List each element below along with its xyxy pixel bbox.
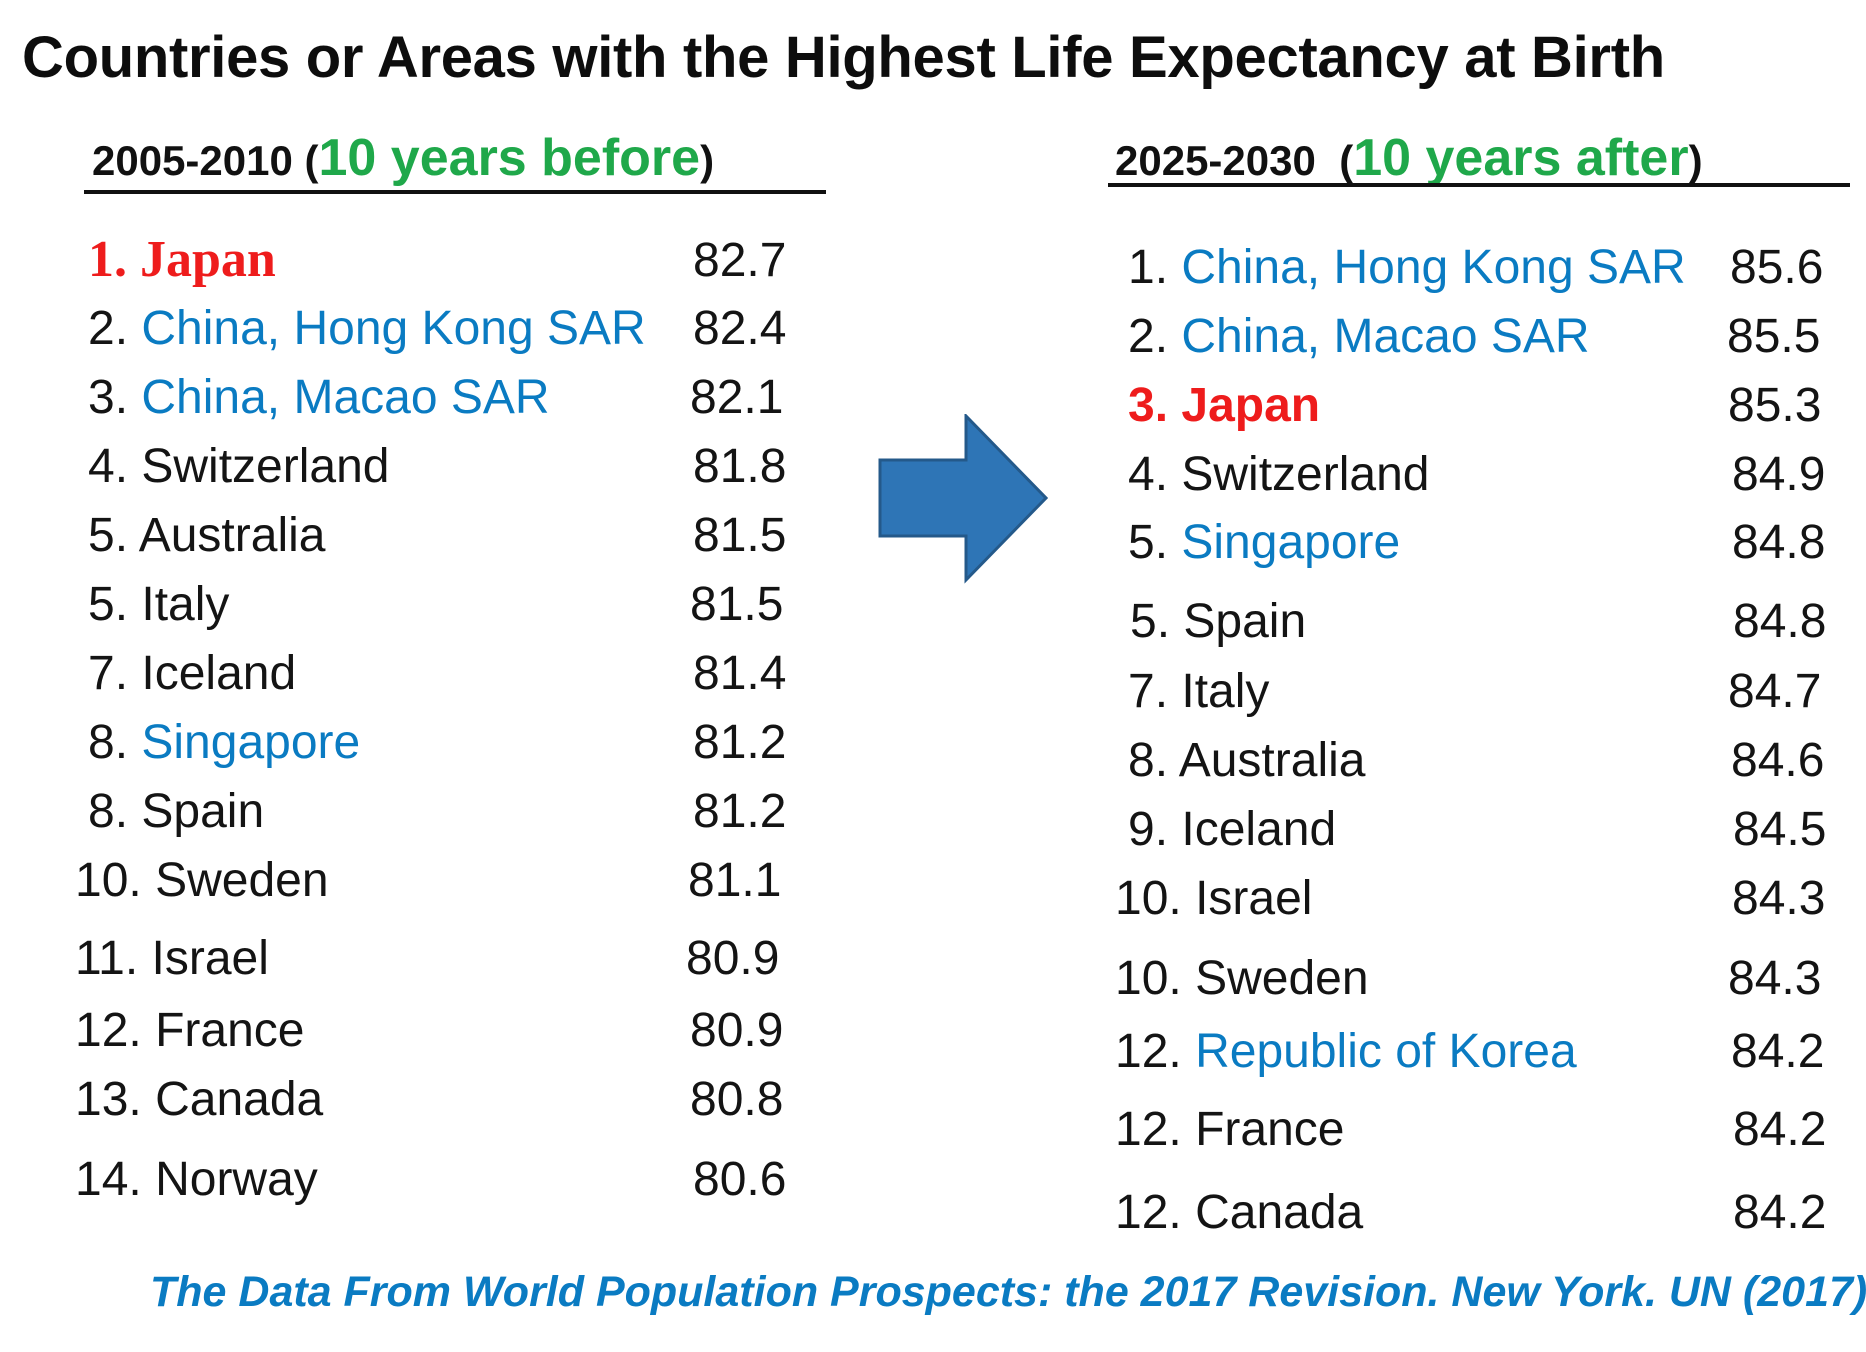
left-header-rule [84,190,826,194]
left-value-2: 82.4 [693,302,787,355]
right-row-14: 12. Canada [1115,1186,1364,1239]
right-arrow-icon [878,414,1048,584]
right-value-13: 84.2 [1733,1103,1827,1156]
right-row-7: 7. Italy [1128,665,1270,718]
right-row-6: 5. Spain [1130,595,1307,648]
right-value-9: 84.5 [1733,803,1827,856]
left-value-8: 81.2 [693,716,787,769]
left-value-11: 80.9 [686,932,780,985]
left-note: 10 years before [318,129,701,187]
left-row-1: 1. Japan [88,231,276,288]
page-title: Countries or Areas with the Highest Life… [22,25,1665,90]
right-row-2: 2. China, Macao SAR [1128,310,1590,363]
left-value-7: 81.4 [693,647,787,700]
right-value-6: 84.8 [1733,595,1827,648]
left-row-11: 11. Israel [75,932,269,985]
right-row-5: 5. Singapore [1128,516,1401,569]
right-value-14: 84.2 [1733,1186,1827,1239]
right-period-header: 2025-2030 (10 years after) [1115,128,1703,188]
right-value-8: 84.6 [1731,734,1825,787]
right-period: 2025-2030 [1115,137,1316,184]
left-value-12: 80.9 [690,1004,784,1057]
right-row-3: 3. Japan [1128,379,1321,432]
right-row-13: 12. France [1115,1103,1345,1156]
right-close: ) [1688,137,1703,184]
right-row-10: 10. Israel [1115,872,1313,925]
left-row-5: 5. Australia [88,509,326,562]
right-row-12: 12. Republic of Korea [1115,1025,1577,1078]
left-value-13: 80.8 [690,1073,784,1126]
left-row-6: 5. Italy [88,578,230,631]
right-header-rule [1108,183,1850,187]
left-row-7: 7. Iceland [88,647,297,700]
left-value-5: 81.5 [693,509,787,562]
right-row-11: 10. Sweden [1115,952,1369,1005]
left-close: ) [700,137,715,184]
left-value-4: 81.8 [693,440,787,493]
right-value-11: 84.3 [1728,952,1822,1005]
right-value-3: 85.3 [1728,379,1822,432]
left-row-4: 4. Switzerland [88,440,390,493]
left-period-header: 2005-2010 (10 years before) [92,128,714,188]
left-row-9: 8. Spain [88,785,265,838]
left-value-14: 80.6 [693,1153,787,1206]
right-value-5: 84.8 [1732,516,1826,569]
right-value-7: 84.7 [1728,665,1822,718]
left-row-13: 13. Canada [75,1073,324,1126]
right-row-4: 4. Switzerland [1128,448,1430,501]
right-value-1: 85.6 [1730,241,1824,294]
left-row-10: 10. Sweden [75,854,329,907]
left-row-2: 2. China, Hong Kong SAR [88,302,646,355]
left-row-14: 14. Norway [75,1153,318,1206]
left-row-8: 8. Singapore [88,716,361,769]
right-row-1: 1. China, Hong Kong SAR [1128,241,1686,294]
left-value-9: 81.2 [693,785,787,838]
left-value-1: 82.7 [693,234,787,287]
left-row-12: 12. France [75,1004,305,1057]
right-open: ( [1339,137,1354,184]
left-row-3: 3. China, Macao SAR [88,371,550,424]
right-row-9: 9. Iceland [1128,803,1337,856]
left-value-10: 81.1 [688,854,782,907]
right-row-8: 8. Australia [1128,734,1366,787]
left-value-6: 81.5 [690,578,784,631]
right-value-4: 84.9 [1732,448,1826,501]
left-value-3: 82.1 [690,371,784,424]
right-note: 10 years after [1353,129,1689,187]
right-value-10: 84.3 [1732,872,1826,925]
right-value-12: 84.2 [1731,1025,1825,1078]
source-citation: The Data From World Population Prospects… [150,1268,1866,1316]
left-period: 2005-2010 ( [92,137,319,184]
right-value-2: 85.5 [1727,310,1821,363]
